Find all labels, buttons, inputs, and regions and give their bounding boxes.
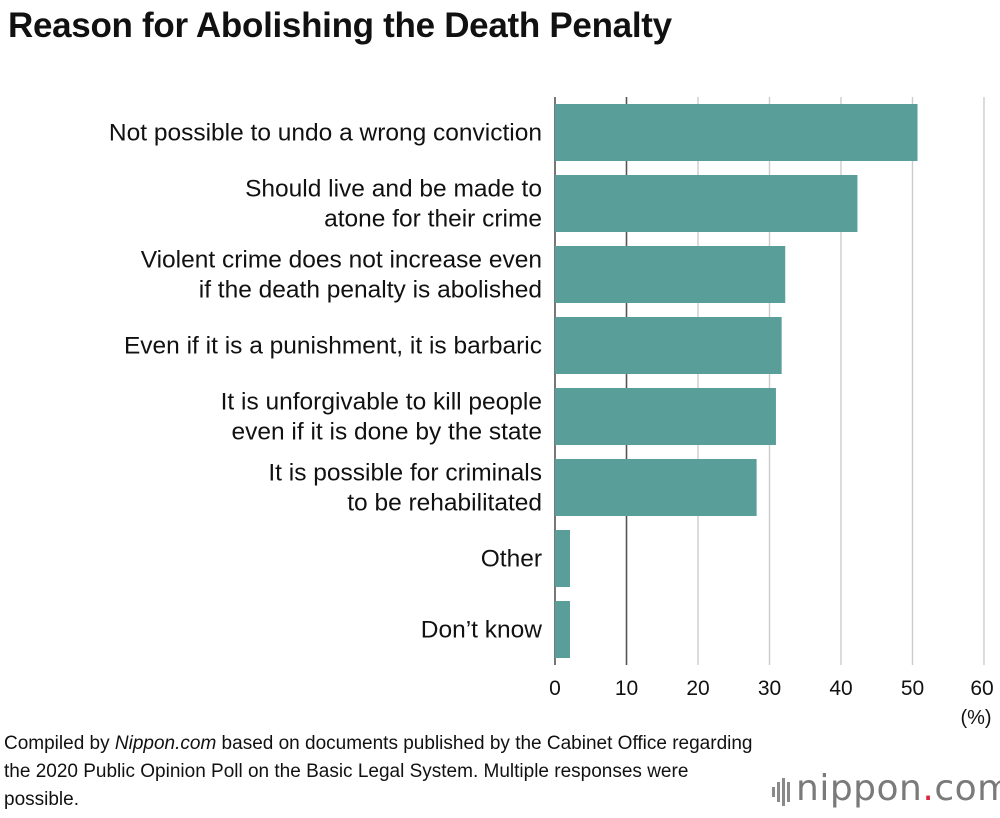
x-tick-label: 40	[829, 677, 852, 700]
category-label: Other	[481, 546, 542, 573]
bar	[555, 459, 757, 516]
x-tick-label: 20	[686, 677, 709, 700]
category-label: Not possible to undo a wrong conviction	[109, 120, 542, 147]
category-label: Don’t know	[421, 617, 543, 644]
x-axis-unit: (%)	[960, 707, 991, 729]
bar-chart: 0 10 20 30 40 50 60 (%) Not possible to undo a …	[109, 97, 994, 729]
x-tick-label: 50	[901, 677, 924, 700]
bar	[555, 388, 776, 445]
category-label: Should live and be made to atone for thei…	[245, 176, 542, 233]
logo-bars-icon	[772, 770, 792, 811]
bar	[555, 246, 786, 303]
logo-dot: .	[922, 768, 935, 809]
chart-title: Reason for Abolishing the Death Penalty	[8, 6, 672, 45]
bar	[555, 530, 571, 587]
x-tick-label: 30	[758, 677, 781, 700]
bar	[555, 104, 918, 161]
bar	[555, 601, 571, 658]
x-tick-label: 60	[970, 677, 993, 700]
footnote-prefix: Compiled by	[4, 733, 115, 754]
logo-name: nippon	[796, 768, 923, 809]
bars	[555, 104, 918, 658]
x-tick-label: 0	[549, 677, 561, 700]
category-label: Even if it is a punishment, it is barbar…	[124, 333, 542, 360]
category-label: It is unforgivable to kill people even if…	[221, 389, 542, 446]
source-footnote: Compiled by Nippon.com based on document…	[4, 730, 764, 814]
nippon-logo: nippon.com	[772, 768, 1000, 811]
bar	[555, 317, 782, 374]
category-label: Violent crime does not increase even if t…	[141, 247, 542, 304]
logo-tld: com	[934, 768, 1000, 809]
x-tick-label: 10	[615, 677, 638, 700]
category-label: It is possible for criminals to be rehabi…	[268, 460, 542, 517]
footnote-suffix: based on documents published by the Cabi…	[4, 733, 753, 810]
footnote-source: Nippon.com	[114, 733, 217, 754]
x-axis: 0 10 20 30 40 50 60 (%)	[549, 677, 994, 729]
category-labels: Not possible to undo a wrong conviction S…	[109, 120, 542, 644]
bar	[555, 175, 858, 232]
